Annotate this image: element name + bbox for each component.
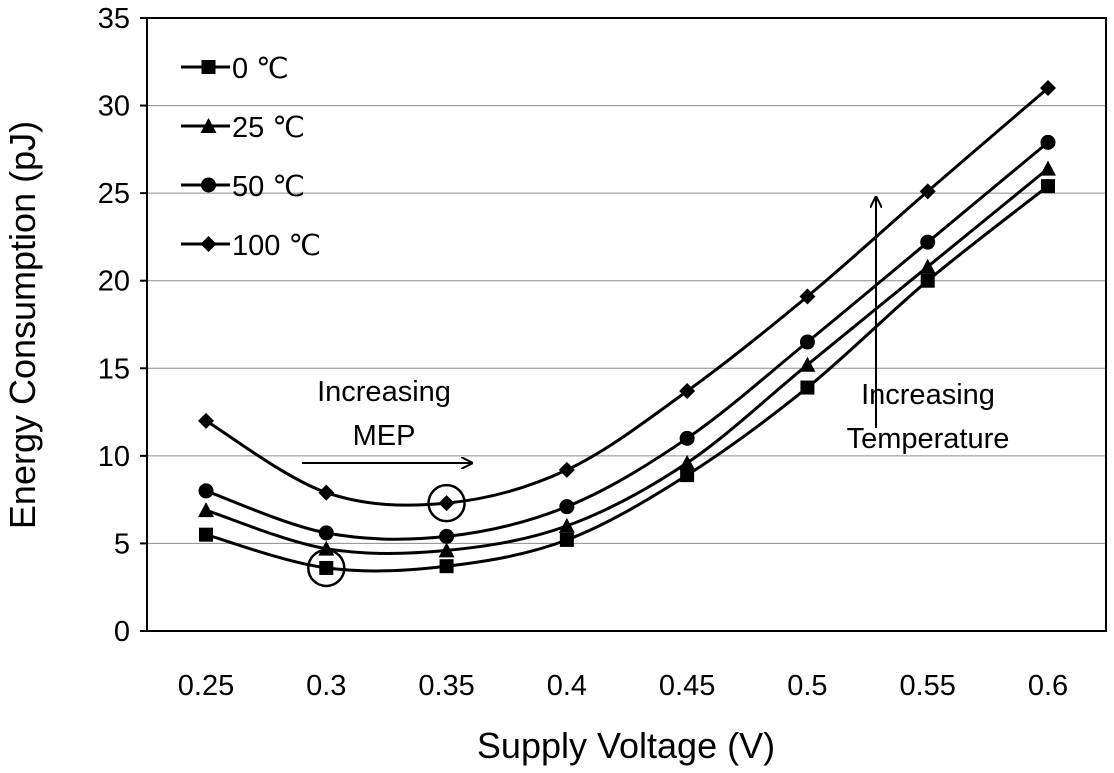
- data-point: [919, 183, 936, 200]
- data-point: [198, 412, 214, 429]
- annotation-text: Temperature: [847, 423, 1010, 455]
- data-point: [680, 468, 695, 483]
- highlight-ring: [307, 548, 346, 588]
- legend-item: 100 ℃: [181, 230, 321, 262]
- data-point: [438, 495, 455, 512]
- series-group: [198, 80, 1056, 588]
- data-point: [558, 461, 575, 478]
- y-tick-label: 10: [98, 441, 130, 473]
- gridlines: [147, 105, 1106, 544]
- x-tick-label: 0.35: [418, 670, 474, 702]
- y-tick-label: 35: [98, 3, 130, 35]
- data-point: [318, 525, 334, 541]
- data-point: [800, 380, 815, 395]
- y-axis-title: Energy Consumption (pJ): [2, 121, 43, 529]
- series-25: [198, 160, 1056, 558]
- data-point: [438, 542, 455, 558]
- x-tick-label: 0.25: [178, 670, 234, 702]
- data-point: [920, 273, 935, 288]
- series-line: [205, 167, 1049, 555]
- legend-label: 50 ℃: [232, 171, 305, 203]
- data-point: [679, 454, 696, 470]
- legend-marker: [201, 60, 216, 74]
- legend-marker: [200, 236, 217, 252]
- y-tick-label: 25: [98, 178, 130, 210]
- data-point: [799, 334, 815, 350]
- data-point: [559, 499, 575, 515]
- x-tick-label: 0.5: [787, 670, 827, 702]
- legend-item: 0 ℃: [181, 53, 289, 85]
- annotation-mep: Increasing MEP: [302, 376, 472, 463]
- data-point: [1040, 80, 1056, 97]
- data-point: [199, 527, 213, 542]
- data-point: [318, 484, 335, 501]
- highlight-ring: [427, 483, 466, 523]
- data-point: [679, 430, 695, 446]
- x-tick-label: 0.45: [659, 670, 715, 702]
- data-point: [799, 288, 816, 305]
- annotation-text: Increasing: [861, 379, 995, 411]
- data-point: [558, 517, 575, 533]
- y-tick-label: 20: [98, 266, 130, 298]
- x-axis-ticks: 0.25 0.3 0.35 0.4 0.45 0.5 0.55 0.6: [178, 670, 1068, 702]
- y-tick-label: 0: [114, 616, 130, 648]
- series-line: [205, 86, 1049, 507]
- x-tick-label: 0.55: [899, 670, 955, 702]
- annotation-text: MEP: [353, 420, 416, 452]
- y-tick-label: 30: [98, 91, 130, 123]
- data-point: [198, 502, 214, 518]
- legend-label: 25 ℃: [232, 112, 305, 144]
- legend: 0 ℃ 25 ℃ 50 ℃ 100 ℃: [181, 53, 321, 262]
- data-point: [318, 540, 335, 556]
- legend-item: 50 ℃: [181, 171, 305, 203]
- data-point: [439, 559, 454, 574]
- annotation-text: Increasing: [317, 376, 451, 408]
- data-point: [919, 258, 936, 274]
- data-point: [920, 234, 936, 250]
- x-axis-title: Supply Voltage (V): [477, 725, 775, 766]
- legend-marker: [201, 177, 216, 193]
- legend-label: 100 ℃: [232, 230, 321, 262]
- x-tick-label: 0.6: [1028, 670, 1068, 702]
- data-point: [559, 532, 574, 547]
- data-point: [1040, 160, 1056, 176]
- x-tick-label: 0.4: [547, 670, 587, 702]
- annotations: Increasing MEP Increasing Temperature: [302, 197, 1009, 463]
- series-50: [198, 134, 1056, 544]
- data-point: [439, 528, 455, 544]
- data-point: [1041, 179, 1055, 194]
- annotation-temperature: Increasing Temperature: [847, 197, 1010, 455]
- series-line: [205, 141, 1049, 541]
- x-tick-label: 0.3: [306, 670, 346, 702]
- data-point: [319, 560, 334, 575]
- data-point: [1040, 134, 1056, 150]
- data-point: [799, 356, 816, 372]
- data-point: [198, 483, 214, 499]
- legend-marker: [200, 118, 217, 133]
- y-tick-label: 15: [98, 353, 130, 385]
- legend-item: 25 ℃: [181, 112, 305, 144]
- data-point: [679, 383, 696, 400]
- y-tick-label: 5: [114, 528, 130, 560]
- plot-area-border: [146, 17, 1107, 632]
- legend-label: 0 ℃: [232, 53, 289, 85]
- y-axis-ticks: 0 5 10 15 20 25 30 35: [98, 3, 147, 648]
- series-100: [198, 80, 1056, 512]
